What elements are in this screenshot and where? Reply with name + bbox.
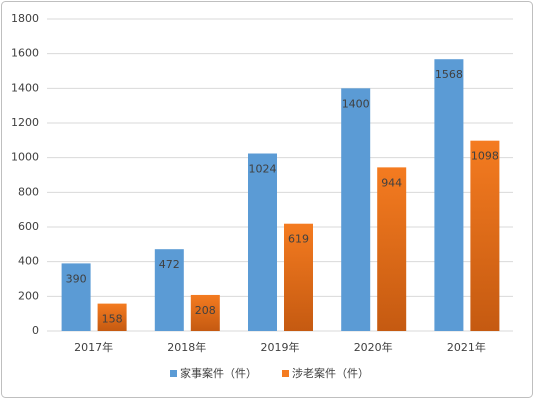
data-label: 472 — [159, 258, 180, 271]
data-label: 208 — [195, 304, 216, 317]
y-tick-label: 1200 — [11, 116, 39, 129]
y-tick-label: 400 — [18, 255, 39, 268]
data-label: 1098 — [471, 150, 499, 163]
y-tick-label: 1000 — [11, 151, 39, 164]
y-tick-label: 600 — [18, 220, 39, 233]
x-tick-label: 2018年 — [167, 340, 206, 354]
bar — [154, 249, 184, 331]
y-tick-label: 0 — [32, 324, 39, 337]
data-label: 944 — [381, 176, 402, 189]
x-tick-label: 2017年 — [74, 340, 113, 354]
data-label: 619 — [288, 233, 309, 246]
y-tick-label: 800 — [18, 185, 39, 198]
bar — [470, 140, 500, 331]
data-label: 158 — [102, 313, 123, 326]
legend-swatch — [282, 370, 289, 377]
bar — [284, 223, 313, 331]
bar — [61, 263, 91, 331]
bar — [248, 153, 277, 331]
legend-label: 家事案件（件） — [180, 366, 257, 380]
bar — [434, 59, 464, 332]
legend-swatch — [170, 370, 177, 377]
data-label: 1568 — [435, 68, 463, 81]
y-tick-label: 1600 — [11, 47, 39, 60]
x-tick-label: 2021年 — [447, 340, 486, 354]
data-label: 1400 — [342, 97, 370, 110]
data-label: 1024 — [249, 163, 277, 176]
x-tick-label: 2019年 — [261, 340, 300, 354]
bar — [341, 88, 371, 331]
y-tick-label: 200 — [18, 289, 39, 302]
legend-label: 涉老案件（件） — [292, 366, 369, 380]
y-tick-label: 1800 — [11, 12, 39, 25]
bar — [377, 167, 407, 331]
bar — [97, 303, 127, 331]
data-label: 390 — [66, 272, 87, 285]
y-tick-label: 1400 — [11, 81, 39, 94]
bar — [190, 294, 220, 331]
x-tick-label: 2020年 — [354, 340, 393, 354]
